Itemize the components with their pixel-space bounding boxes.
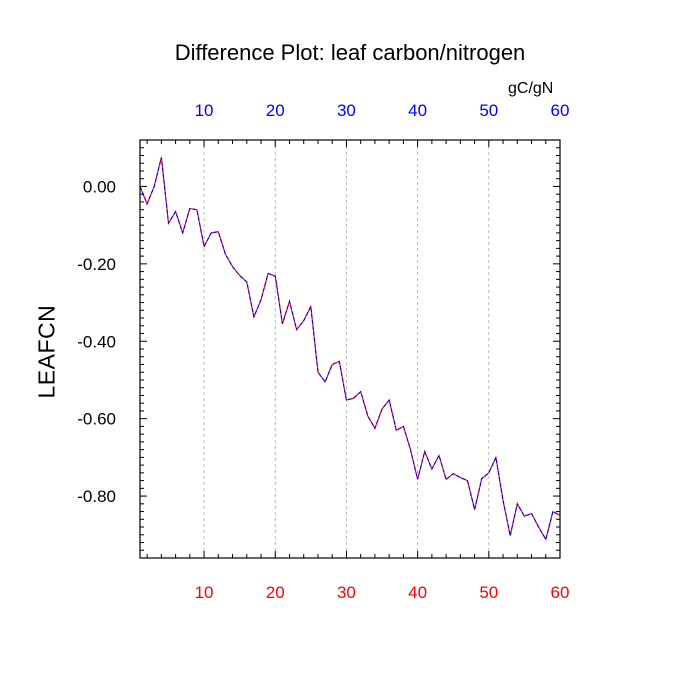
gridlines — [203, 140, 490, 558]
series-line-red — [139, 157, 561, 541]
y-tick-label: 0.00 — [83, 177, 116, 196]
x-tick-label-bottom: 50 — [479, 583, 498, 602]
y-tick-label: -0.40 — [77, 332, 116, 351]
x-tick-label-bottom: 40 — [408, 583, 427, 602]
y-tick-label: -0.80 — [77, 487, 116, 506]
y-tick-label: -0.20 — [77, 255, 116, 274]
x-tick-label-bottom: 30 — [337, 583, 356, 602]
series-lines — [139, 157, 561, 541]
units-label: gC/gN — [508, 80, 554, 97]
tick-labels: 10 10 20 20 30 30 40 40 50 50 60 60 0.00 -0.20 -0.40 -0… — [77, 101, 569, 602]
x-tick-label-bottom: 10 — [195, 583, 214, 602]
tick-marks — [140, 140, 561, 558]
x-tick-label-top: 60 — [551, 101, 570, 120]
x-tick-label-top: 50 — [479, 101, 498, 120]
series-line-blue — [139, 157, 561, 541]
x-tick-label-bottom: 60 — [551, 583, 570, 602]
x-tick-label-bottom: 20 — [266, 583, 285, 602]
x-tick-label-top: 40 — [408, 101, 427, 120]
x-tick-label-top: 10 — [195, 101, 214, 120]
x-tick-label-top: 20 — [266, 101, 285, 120]
x-tick-label-top: 30 — [337, 101, 356, 120]
chart-title: Difference Plot: leaf carbon/nitrogen — [174, 40, 526, 65]
plot-frame — [139, 139, 561, 559]
y-tick-label: -0.60 — [77, 410, 116, 429]
